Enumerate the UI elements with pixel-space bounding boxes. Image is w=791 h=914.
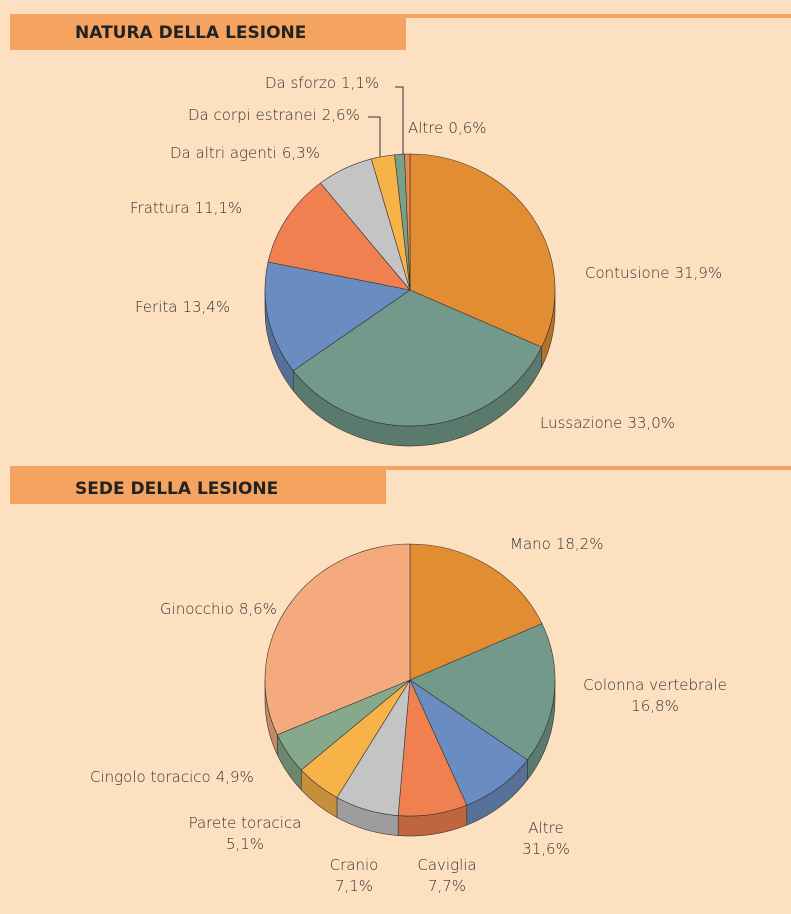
category-label: Da corpi estranei bbox=[188, 106, 317, 124]
value-label: 0,6% bbox=[448, 119, 486, 137]
category-label: Da sforzo bbox=[265, 74, 336, 92]
header-tab bbox=[10, 14, 406, 50]
slice bbox=[409, 153, 556, 348]
slice bbox=[264, 543, 411, 736]
value-label: 1,1% bbox=[341, 74, 379, 92]
value-label: 16,8% bbox=[631, 697, 679, 715]
slice bbox=[264, 261, 411, 372]
slice bbox=[267, 182, 411, 291]
slice-label: Ferita 13,4% bbox=[135, 298, 230, 316]
value-label: 11,1% bbox=[195, 199, 243, 217]
category-label: Ferita bbox=[135, 298, 177, 316]
chart-title: NATURA DELLA LESIONE bbox=[75, 23, 306, 43]
slice-label: Colonna vertebrale 16,8% bbox=[583, 676, 727, 715]
category-label: Caviglia bbox=[417, 856, 476, 874]
category-label: Altre bbox=[408, 119, 443, 137]
category-label: Contusione bbox=[585, 264, 669, 282]
value-label: 13,4% bbox=[182, 298, 230, 316]
value-label: 33,0% bbox=[627, 414, 675, 432]
category-label: Cranio bbox=[330, 856, 379, 874]
slice-label: Cingolo toracico 4,9% bbox=[90, 768, 254, 786]
value-label: 5,1% bbox=[226, 835, 264, 853]
slice-label: Da corpi estranei 2,6% bbox=[188, 106, 360, 124]
value-label: 6,3% bbox=[282, 144, 320, 162]
value-label: 4,9% bbox=[216, 768, 254, 786]
slice-label: Da altri agenti 6,3% bbox=[170, 144, 320, 162]
category-label: Altre bbox=[528, 819, 563, 837]
slice-label: Frattura 11,1% bbox=[130, 199, 242, 217]
category-label: Frattura bbox=[130, 199, 190, 217]
slice-label: Caviglia 7,7% bbox=[417, 856, 476, 895]
slice-label: Contusione 31,9% bbox=[585, 264, 722, 282]
slice bbox=[292, 289, 542, 427]
slice-label: Altre 31,6% bbox=[522, 819, 570, 858]
slice bbox=[404, 153, 411, 291]
slice bbox=[409, 543, 543, 681]
category-label: Colonna vertebrale bbox=[583, 676, 727, 694]
value-label: 8,6% bbox=[239, 600, 277, 618]
value-label: 7,7% bbox=[428, 877, 466, 895]
value-label: 31,9% bbox=[674, 264, 722, 282]
slice-label: Mano 18,2% bbox=[510, 535, 603, 553]
header-rule bbox=[10, 466, 791, 470]
slice-label: Lussazione 33,0% bbox=[540, 414, 675, 432]
slice-label: Altre 0,6% bbox=[408, 119, 487, 137]
chart-title: SEDE DELLA LESIONE bbox=[75, 479, 278, 499]
slice-label: Parete toracica 5,1% bbox=[189, 814, 302, 853]
leader-line bbox=[368, 116, 381, 158]
leader-line bbox=[395, 86, 404, 158]
value-label: 7,1% bbox=[335, 877, 373, 895]
value-label: 31,6% bbox=[522, 840, 570, 858]
slice-label: Ginocchio 8,6% bbox=[160, 600, 277, 618]
category-label: Parete toracica bbox=[189, 814, 302, 832]
slice-label: Cranio 7,1% bbox=[330, 856, 379, 895]
slice-label: Da sforzo 1,1% bbox=[265, 74, 379, 92]
category-label: Da altri agenti bbox=[170, 144, 277, 162]
value-label: 2,6% bbox=[322, 106, 360, 124]
category-label: Ginocchio bbox=[160, 600, 234, 618]
category-label: Lussazione bbox=[540, 414, 622, 432]
slice bbox=[409, 623, 556, 761]
category-label: Mano bbox=[510, 535, 551, 553]
category-label: Cingolo toracico bbox=[90, 768, 211, 786]
header-tab bbox=[10, 466, 386, 504]
value-label: 18,2% bbox=[556, 535, 604, 553]
